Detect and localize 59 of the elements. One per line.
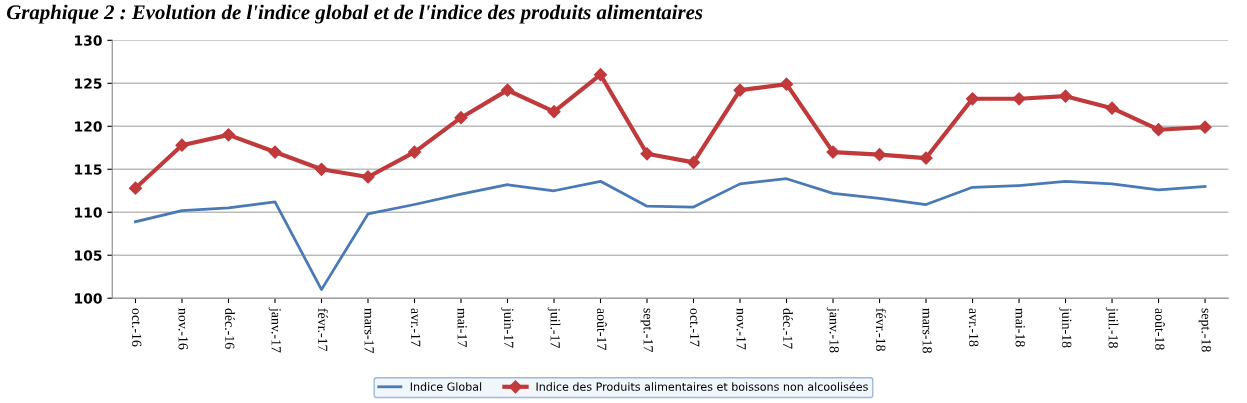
point [407, 145, 422, 159]
y-tick-label: 125 [75, 78, 102, 89]
x-tick-label: févr.-18 [875, 308, 886, 351]
point [314, 162, 329, 176]
point [779, 77, 794, 91]
point [268, 145, 282, 159]
point [593, 68, 608, 82]
x-tick-label: juil.-18 [1105, 307, 1119, 348]
x-tick-label: juin-17 [501, 307, 514, 348]
x-tick-label: avr.-17 [410, 308, 421, 347]
point [175, 138, 189, 152]
point [733, 83, 747, 97]
line-series [134, 177, 1207, 292]
x-tick-label: janv.-17 [268, 307, 281, 353]
y-tick-label: 105 [75, 250, 102, 261]
point [826, 145, 840, 159]
y-tick-label: 115 [75, 164, 102, 175]
x-tick-label: août-18 [1155, 308, 1165, 350]
point [1198, 120, 1212, 134]
y-tick-label: 130 [75, 35, 102, 46]
point [1012, 92, 1026, 106]
x-tick-label: déc.-16 [224, 308, 235, 349]
legend-label: Indice des Produits alimentaires et boissons non alcoolisées [536, 381, 868, 391]
x-tick-label: oct.-17 [689, 308, 700, 347]
point [640, 147, 654, 161]
point [128, 181, 143, 195]
y-tick-label: 100 [75, 293, 102, 304]
y-tick-label: 110 [75, 207, 102, 218]
x-tick-label: mai-17 [457, 308, 467, 347]
point [500, 83, 515, 97]
point [221, 128, 236, 142]
point [965, 92, 980, 106]
y-tick-label: 120 [75, 121, 102, 132]
x-tick-label: déc.-17 [782, 308, 793, 349]
point [1151, 123, 1166, 137]
chart-title: Graphique 2 : Evolution de l'indice global et de l'indice des produits alimentaires [6, 4, 703, 24]
point [872, 148, 887, 162]
x-tick-label: nov.-16 [178, 308, 188, 350]
x-tick-label: mars-18 [922, 308, 932, 353]
point [919, 151, 933, 165]
x-tick-label: juin-18 [1059, 307, 1072, 348]
point [686, 155, 701, 169]
point [454, 111, 468, 125]
x-tick-label: mai-18 [1015, 308, 1025, 347]
point [547, 105, 561, 119]
x-tick-label: août-17 [597, 308, 607, 350]
x-tick-label: mars-17 [364, 308, 374, 354]
x-tick-label: avr.-18 [968, 308, 979, 347]
x-tick-label: sept.-17 [640, 308, 653, 352]
point [361, 170, 375, 184]
x-tick-label: oct.-16 [131, 308, 142, 347]
point [1105, 101, 1119, 115]
point [1058, 89, 1073, 103]
x-tick-label: juil.-17 [547, 307, 561, 349]
x-tick-label: sept.-18 [1198, 308, 1211, 352]
legend-label: Indice Global [410, 382, 482, 391]
x-tick-label: févr.-17 [317, 308, 328, 352]
x-tick-label: janv.-18 [826, 307, 839, 353]
x-tick-label: nov.-17 [736, 308, 746, 350]
